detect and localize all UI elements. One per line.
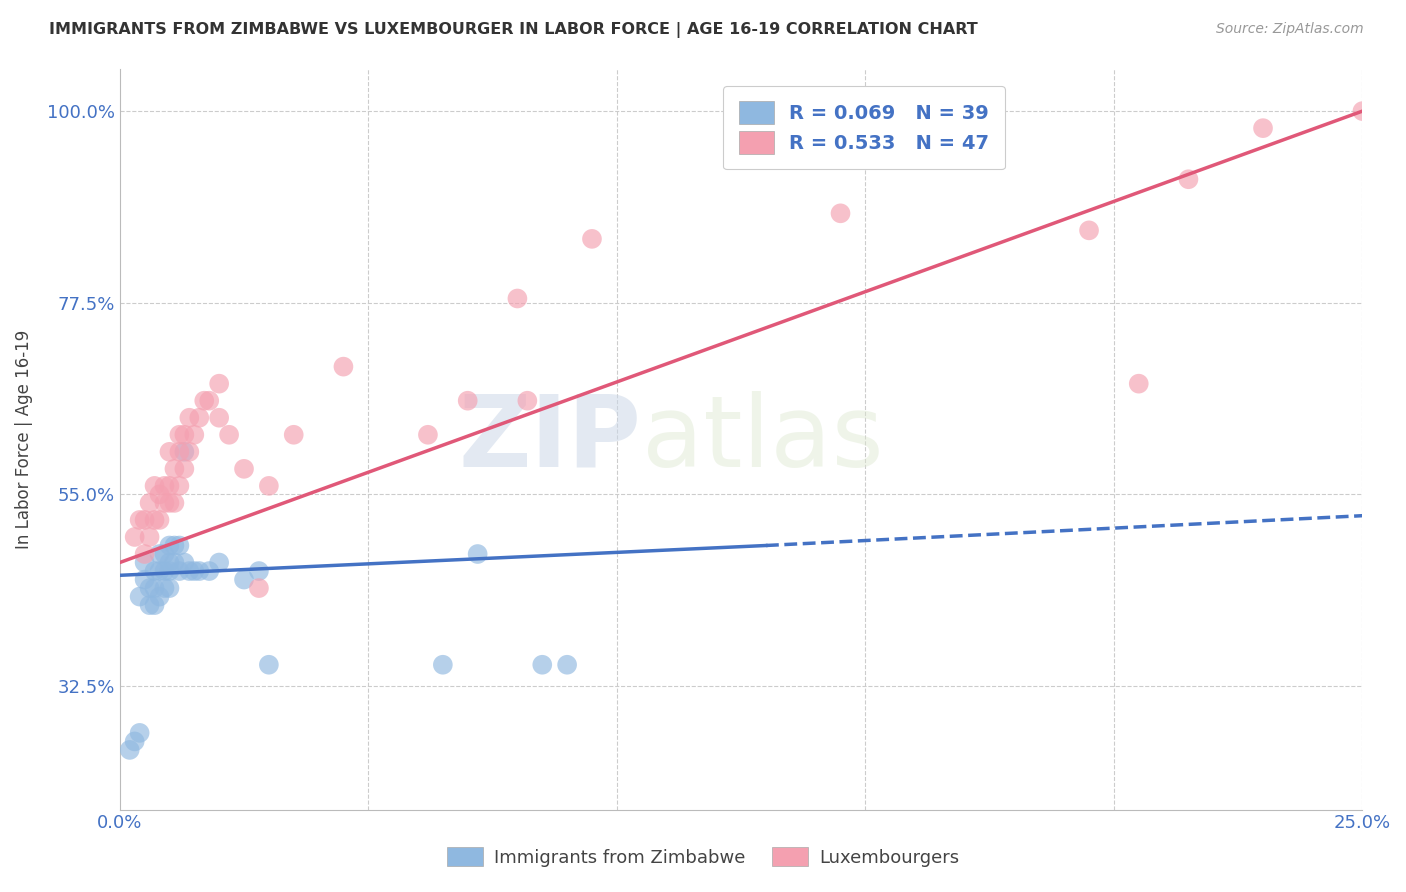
Point [159, 479, 181, 493]
Point [173, 427, 195, 442]
Y-axis label: In Labor Force | Age 16-19: In Labor Force | Age 16-19 [15, 329, 32, 549]
Point [193, 393, 215, 408]
Point [531, 657, 554, 672]
Point [188, 410, 211, 425]
Point [134, 547, 156, 561]
Point [169, 539, 191, 553]
Point [247, 564, 270, 578]
Point [159, 445, 181, 459]
Point [138, 598, 160, 612]
Point [143, 598, 166, 612]
Point [581, 232, 603, 246]
Point [138, 581, 160, 595]
Point [830, 206, 852, 220]
Point [143, 479, 166, 493]
Point [1078, 223, 1101, 237]
Point [124, 734, 146, 748]
Point [555, 657, 578, 672]
Point [1177, 172, 1199, 186]
Point [138, 496, 160, 510]
Point [148, 564, 170, 578]
Point [163, 462, 186, 476]
Point [218, 427, 240, 442]
Point [257, 479, 280, 493]
Point [198, 393, 221, 408]
Point [153, 496, 176, 510]
Point [118, 743, 141, 757]
Point [432, 657, 454, 672]
Point [128, 513, 150, 527]
Point [143, 581, 166, 595]
Point [138, 530, 160, 544]
Point [179, 445, 201, 459]
Point [173, 445, 195, 459]
Point [159, 539, 181, 553]
Point [159, 496, 181, 510]
Point [148, 590, 170, 604]
Point [188, 564, 211, 578]
Point [159, 581, 181, 595]
Point [467, 547, 489, 561]
Point [183, 564, 205, 578]
Point [257, 657, 280, 672]
Point [169, 445, 191, 459]
Point [134, 556, 156, 570]
Point [163, 496, 186, 510]
Point [179, 410, 201, 425]
Legend: Immigrants from Zimbabwe, Luxembourgers: Immigrants from Zimbabwe, Luxembourgers [440, 840, 966, 874]
Point [134, 513, 156, 527]
Point [159, 564, 181, 578]
Point [153, 479, 176, 493]
Point [124, 530, 146, 544]
Point [208, 556, 231, 570]
Point [153, 547, 176, 561]
Point [143, 513, 166, 527]
Point [208, 376, 231, 391]
Point [163, 556, 186, 570]
Point [128, 726, 150, 740]
Point [173, 462, 195, 476]
Point [198, 564, 221, 578]
Point [247, 581, 270, 595]
Point [332, 359, 354, 374]
Point [208, 410, 231, 425]
Point [283, 427, 305, 442]
Text: IMMIGRANTS FROM ZIMBABWE VS LUXEMBOURGER IN LABOR FORCE | AGE 16-19 CORRELATION : IMMIGRANTS FROM ZIMBABWE VS LUXEMBOURGER… [49, 22, 979, 38]
Text: ZIP: ZIP [458, 391, 641, 488]
Point [233, 573, 256, 587]
Point [183, 427, 205, 442]
Text: atlas: atlas [641, 391, 883, 488]
Point [169, 564, 191, 578]
Point [153, 564, 176, 578]
Point [457, 393, 479, 408]
Point [159, 556, 181, 570]
Point [416, 427, 439, 442]
Point [128, 590, 150, 604]
Point [516, 393, 538, 408]
Point [506, 292, 529, 306]
Point [134, 573, 156, 587]
Point [173, 556, 195, 570]
Point [1351, 104, 1374, 119]
Point [163, 539, 186, 553]
Point [233, 462, 256, 476]
Point [148, 487, 170, 501]
Point [143, 564, 166, 578]
Legend: R = 0.069   N = 39, R = 0.533   N = 47: R = 0.069 N = 39, R = 0.533 N = 47 [723, 86, 1005, 169]
Point [1128, 376, 1150, 391]
Point [148, 547, 170, 561]
Point [148, 513, 170, 527]
Point [153, 581, 176, 595]
Point [169, 427, 191, 442]
Point [1251, 121, 1274, 136]
Point [169, 479, 191, 493]
Point [179, 564, 201, 578]
Text: Source: ZipAtlas.com: Source: ZipAtlas.com [1216, 22, 1364, 37]
